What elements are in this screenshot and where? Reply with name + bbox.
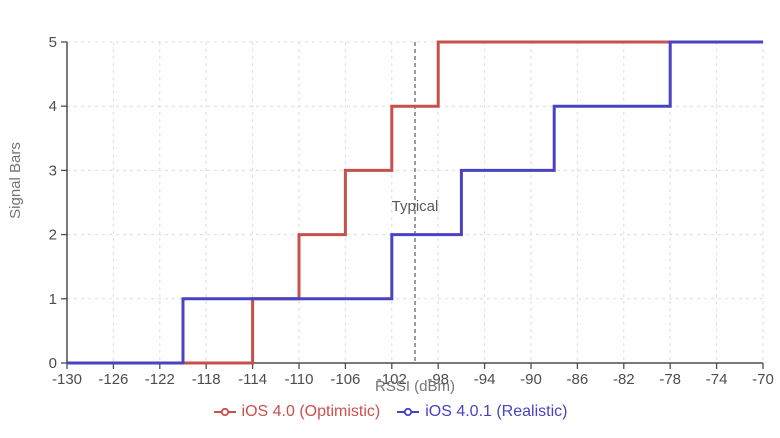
x-tick-label: -74 [706,371,728,388]
x-tick-label: -118 [192,371,221,388]
x-tick-label: -114 [238,371,267,388]
x-axis-title: RSSI (dBm) [374,378,455,395]
x-tick-label: -94 [474,371,496,388]
y-tick-label: 2 [49,227,57,244]
legend-label-ios-40: iOS 4.0 (Optimistic) [241,403,381,420]
x-tick-label: -82 [613,371,635,388]
x-tick-label: -70 [752,371,774,388]
y-tick-label: 4 [49,98,57,115]
x-tick-label: -122 [145,371,175,388]
typical-label: Typical [392,198,439,215]
legend-marker-ios-40-icon [213,407,236,417]
legend-label-ios-401: iOS 4.0.1 (Realistic) [425,403,568,420]
legend-marker-ios-401-icon [397,407,420,417]
x-tick-label: -90 [520,371,542,388]
x-tick-label: -102 [377,371,407,388]
x-tick-label: -130 [52,371,82,388]
y-tick-label: 0 [49,355,57,372]
x-tick-label: -126 [98,371,128,388]
legend-item-ios-401: iOS 4.0.1 (Realistic) [396,403,567,421]
x-tick-label: -78 [659,371,681,388]
x-tick-label: -106 [330,371,360,388]
x-tick-label: -98 [427,371,449,388]
y-tick-label: 5 [49,34,57,51]
legend-item-ios-40: iOS 4.0 (Optimistic) [213,403,381,421]
chart-legend: iOS 4.0 (Optimistic) iOS 4.0.1 (Realisti… [0,403,780,421]
series-line-0 [67,40,671,365]
y-tick-label: 1 [49,291,57,308]
x-tick-label: -110 [285,371,314,388]
series-line-1 [67,40,763,365]
y-tick-label: 3 [49,162,57,179]
x-tick-label: -86 [567,371,589,388]
